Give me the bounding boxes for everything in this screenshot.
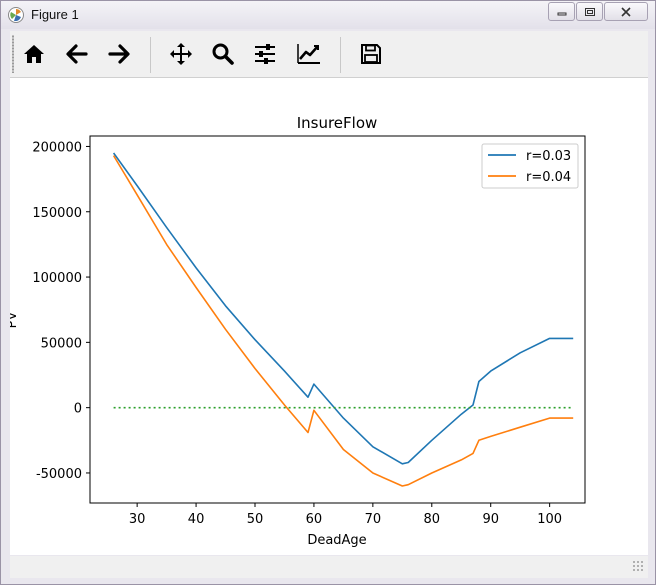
maximize-icon: [584, 7, 595, 16]
y-tick-label: 200000: [32, 140, 82, 155]
x-tick-label: 30: [129, 512, 146, 527]
chart-title: InsureFlow: [297, 114, 378, 132]
matplotlib-app-icon: [8, 7, 24, 23]
plot-svg: InsureFlow 30 40 50 60 70 80 90 100 -50000 0 5000…: [5, 114, 586, 548]
back-icon: [66, 44, 88, 64]
customize-button[interactable]: [292, 37, 326, 71]
navigation-toolbar: [10, 31, 648, 78]
x-axis-label: DeadAge: [307, 533, 366, 548]
y-tick-label: -50000: [36, 467, 82, 482]
resize-grip[interactable]: [632, 560, 644, 572]
save-icon: [361, 44, 381, 64]
home-button[interactable]: [17, 37, 51, 71]
zoom-icon: [212, 43, 234, 65]
window-title: Figure 1: [31, 7, 79, 22]
pan-icon: [170, 43, 192, 65]
x-tick-label: 80: [424, 512, 441, 527]
series-line-r=0.04: [112, 155, 574, 487]
save-button[interactable]: [354, 37, 388, 71]
subplots-icon: [255, 44, 275, 64]
figure-canvas[interactable]: InsureFlow 30 40 50 60 70 80 90 100 -50000 0 5000…: [5, 78, 648, 555]
close-button[interactable]: [604, 2, 648, 21]
x-tick-label: 70: [365, 512, 382, 527]
toolbar-grip[interactable]: [12, 35, 14, 73]
x-tick-label: 40: [188, 512, 205, 527]
title-bar[interactable]: Figure 1: [1, 1, 655, 29]
y-tick-label: 0: [74, 402, 82, 417]
x-tick-label: 50: [247, 512, 264, 527]
customize-icon: [297, 44, 320, 64]
x-tick-label: 100: [537, 512, 562, 527]
back-button[interactable]: [60, 37, 94, 71]
x-tick-label: 60: [306, 512, 323, 527]
home-icon: [24, 45, 44, 63]
minimize-button[interactable]: [548, 2, 575, 21]
subplots-button[interactable]: [248, 37, 282, 71]
forward-button[interactable]: [102, 37, 136, 71]
toolbar-separator: [340, 37, 341, 73]
status-bar: [10, 556, 648, 578]
minimize-icon: [557, 12, 566, 15]
y-axis-label: PV: [10, 312, 20, 329]
x-tick-label: 90: [482, 512, 499, 527]
axes-frame: [89, 135, 586, 504]
y-tick-label: 150000: [32, 206, 82, 221]
close-icon: [621, 6, 631, 17]
y-tick-label: 50000: [41, 336, 82, 351]
legend-label: r=0.03: [526, 149, 571, 164]
pan-button[interactable]: [164, 37, 198, 71]
series-line-r=0.03: [112, 152, 574, 465]
maximize-button[interactable]: [576, 2, 603, 21]
forward-icon: [108, 44, 130, 64]
toolbar-separator: [150, 37, 151, 73]
y-tick-label: 100000: [32, 271, 82, 286]
legend: r=0.03 r=0.04: [481, 143, 579, 189]
legend-label: r=0.04: [526, 170, 571, 185]
zoom-button[interactable]: [206, 37, 240, 71]
